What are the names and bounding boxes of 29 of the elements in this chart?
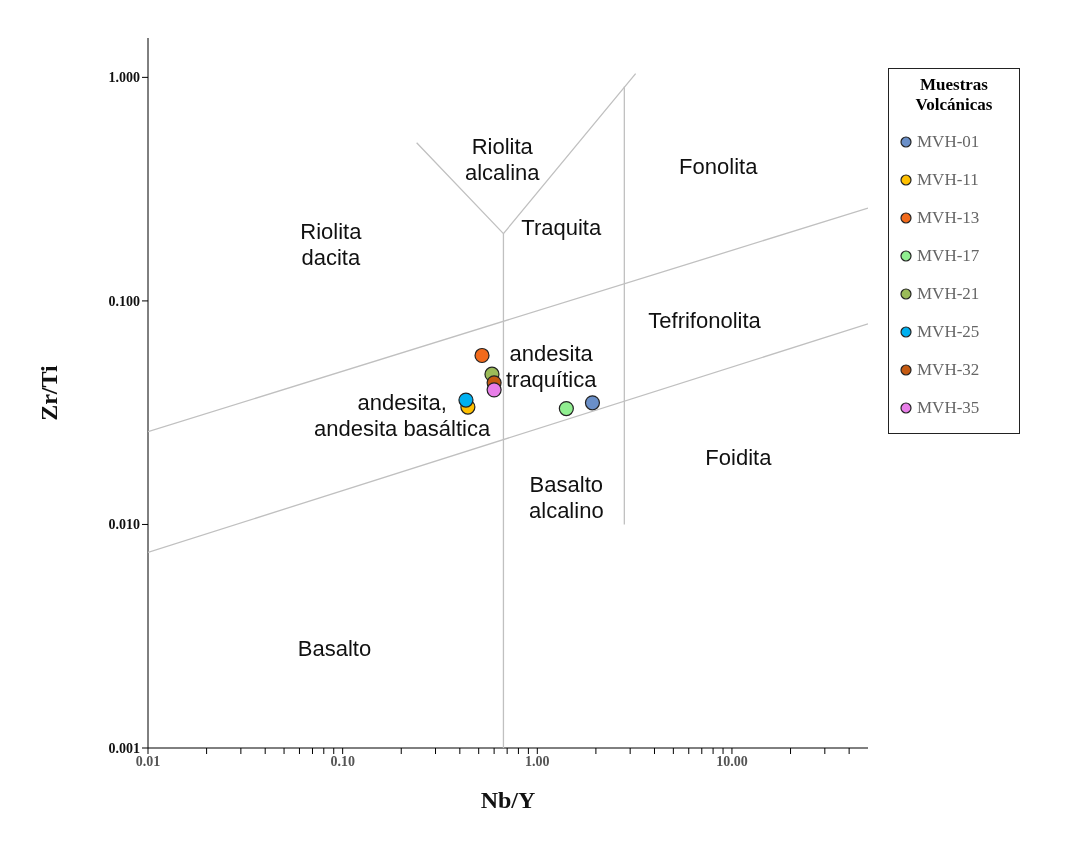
y-tick-label: 0.001 <box>108 740 140 756</box>
y-tick-label: 0.100 <box>108 293 140 309</box>
annotation: Riolita alcalina <box>464 134 540 187</box>
x-tick-label: 0.01 <box>135 753 161 769</box>
legend-label: MVH-25 <box>916 321 981 343</box>
annotation: Tefrifonolita <box>648 307 761 334</box>
y-axis-title: Zr/Ti <box>35 364 62 421</box>
legend-label: MVH-21 <box>916 283 981 305</box>
x-tick-label: 0.10 <box>330 753 355 769</box>
legend-label: MVH-17 <box>916 245 981 267</box>
x-tick-label: 1.00 <box>525 753 550 769</box>
legend-label: MVH-35 <box>916 397 981 419</box>
legend-label: MVH-11 <box>916 169 980 191</box>
x-tick-label: 10.00 <box>716 753 748 769</box>
annotation: andesita traquítica <box>505 340 597 393</box>
annotation: Basalto alcalino <box>529 472 604 525</box>
annotation: Riolita dacita <box>300 218 362 271</box>
legend-title: Muestras Volcánicas <box>914 75 994 115</box>
annotation: Fonolita <box>679 153 758 180</box>
annotation: andesita, andesita basáltica <box>314 390 491 443</box>
annotation: Basalto <box>297 635 372 662</box>
annotation: Foidita <box>705 444 772 471</box>
legend-label: MVH-13 <box>916 207 981 229</box>
legend-label: MVH-01 <box>916 131 981 153</box>
y-tick-label: 1.000 <box>108 70 140 86</box>
annotation: Traquita <box>521 214 602 241</box>
x-axis-title: Nb/Y <box>480 787 536 813</box>
y-tick-label: 0.010 <box>108 517 140 533</box>
legend-label: MVH-32 <box>916 359 981 381</box>
